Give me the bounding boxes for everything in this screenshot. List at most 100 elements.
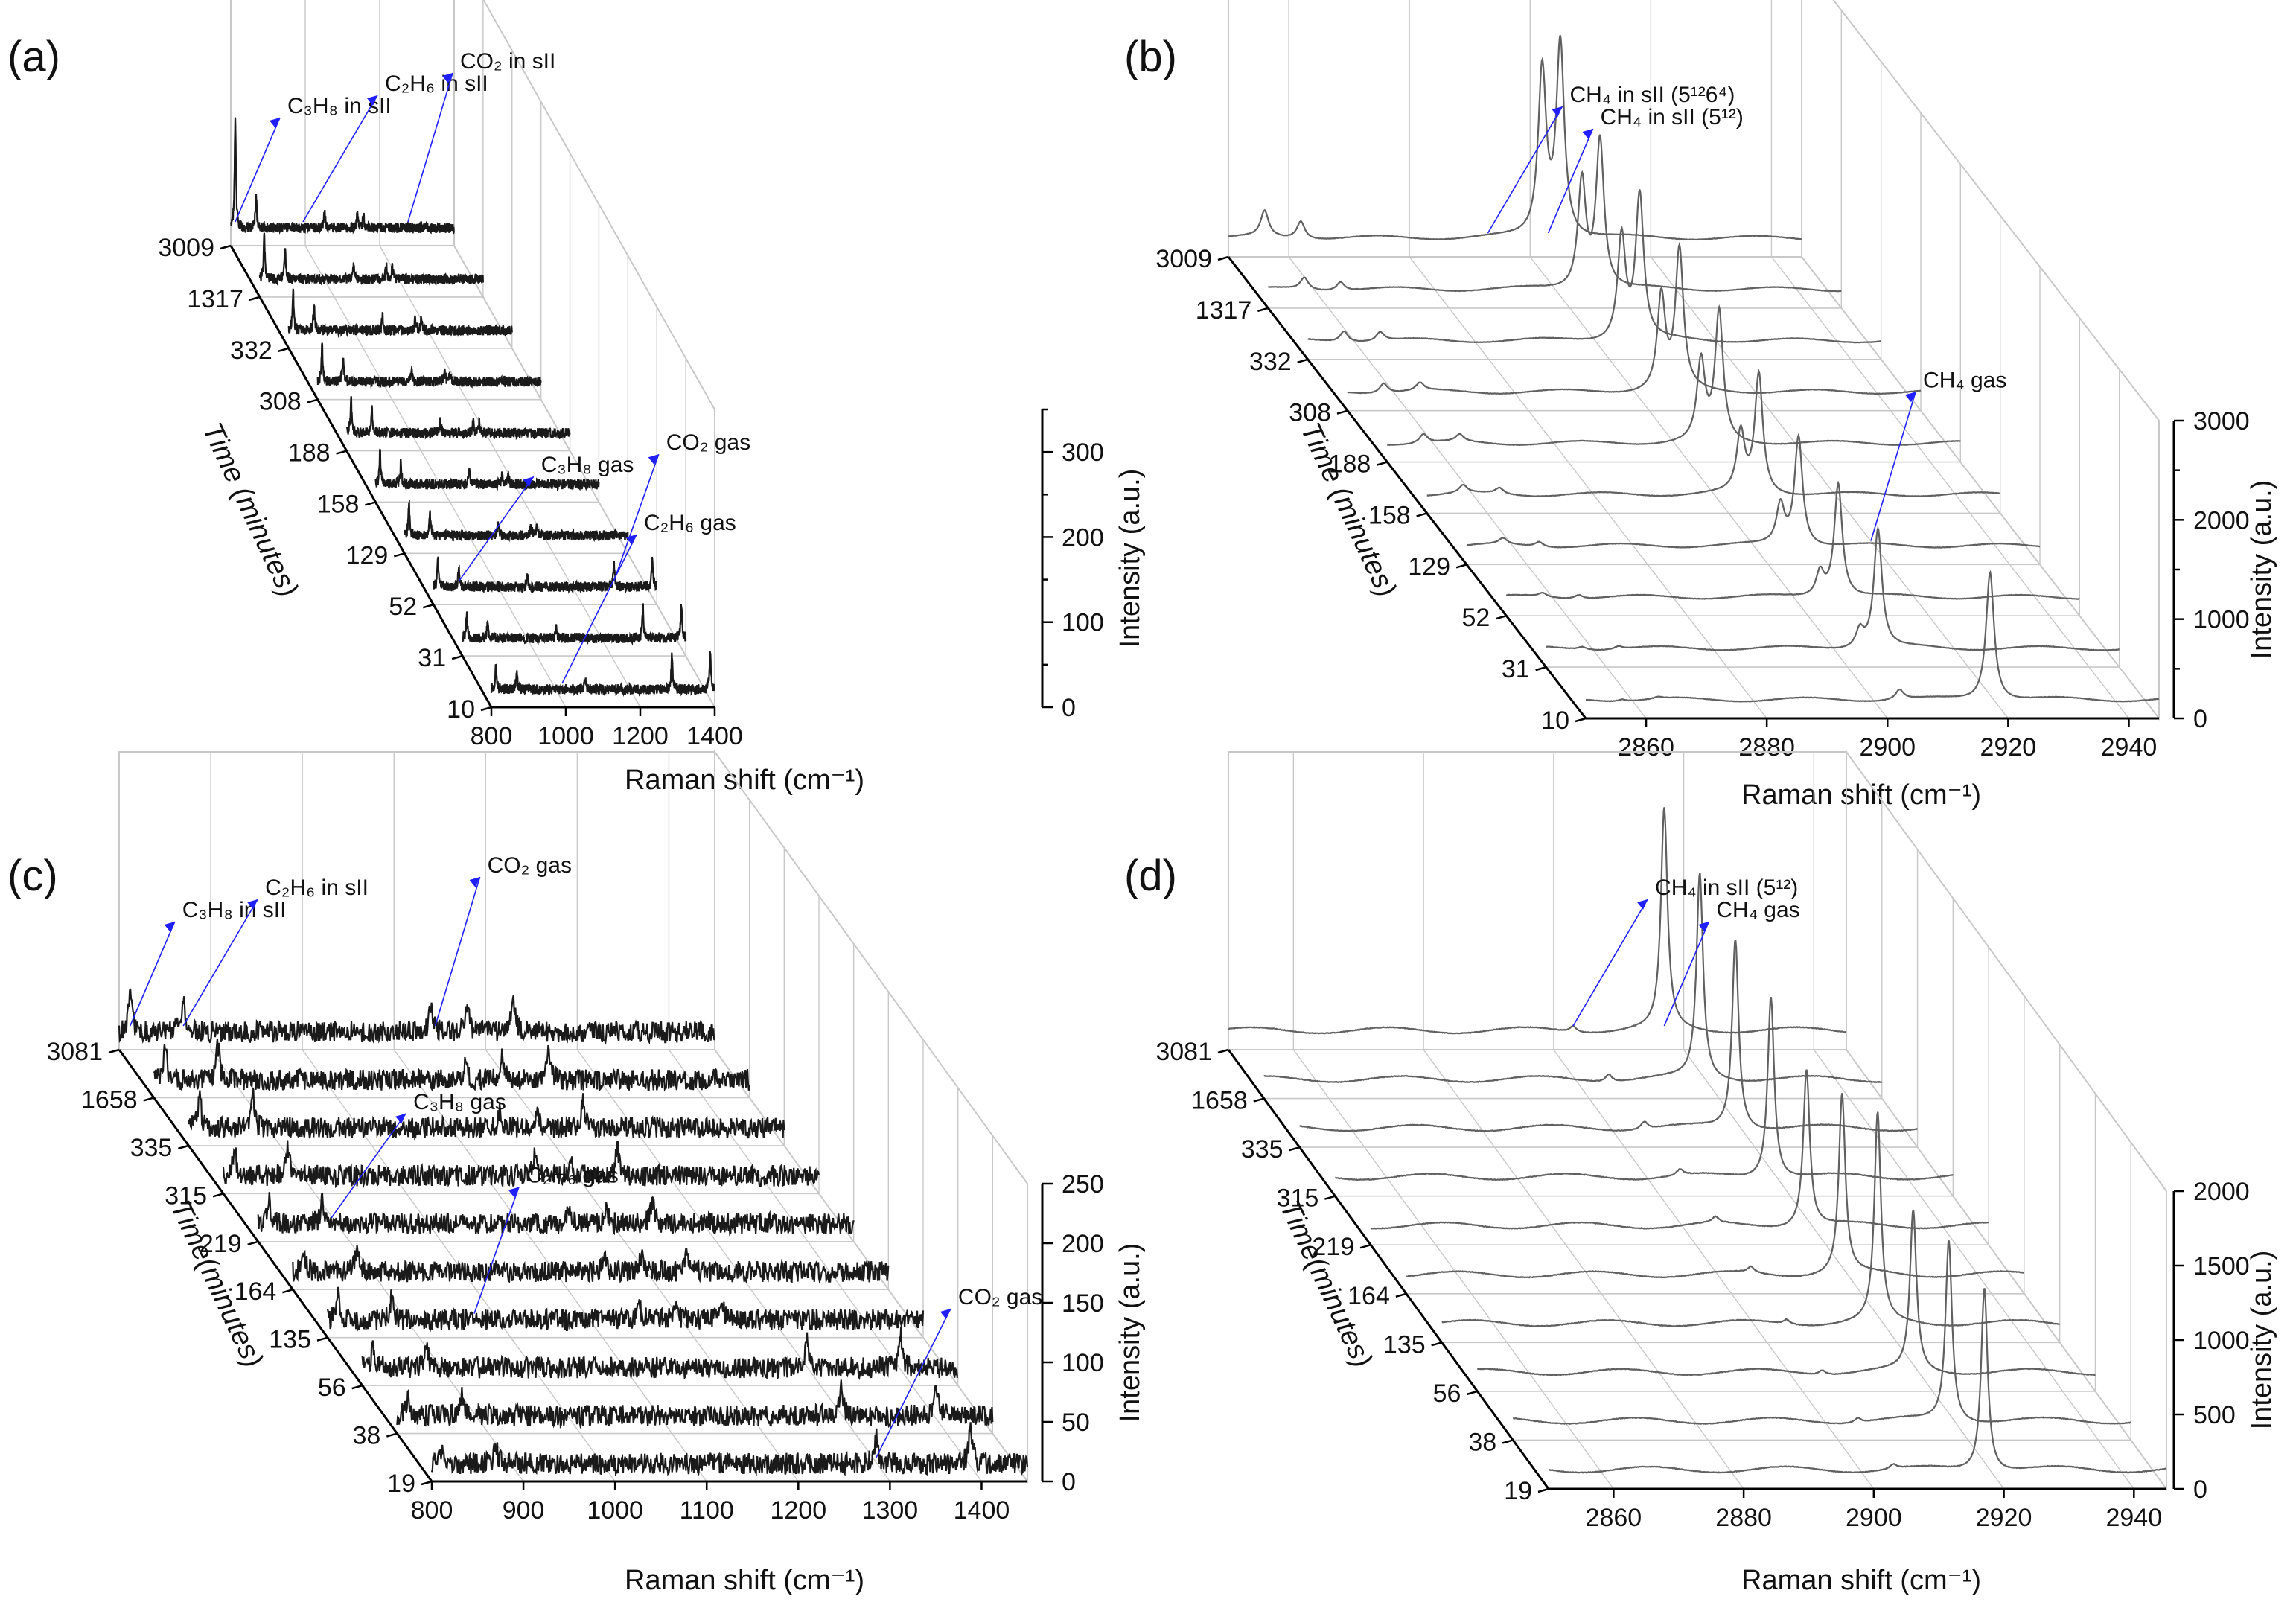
panel-d: 2860 2880 2900 2920 2940 3081 1658 335 315 219 164…: [1155, 749, 2277, 1596]
time-tick-label: 10: [447, 695, 475, 724]
x-grid-line: [1650, 256, 2009, 719]
time-tick-mark: [1535, 666, 1547, 671]
spectrum-line-332: [1307, 189, 1881, 344]
annotation-label: CO₂ in sII: [460, 49, 555, 74]
time-tick-label: 308: [259, 388, 302, 416]
x-grid-line: [1292, 1049, 1614, 1490]
spectrum-line-1317: [258, 232, 484, 287]
spectrum-line-31: [462, 603, 687, 646]
spectrum-line-129: [1466, 433, 2040, 549]
x-tick-label: 2920: [1980, 733, 2037, 762]
time-tick-label: 164: [235, 1277, 277, 1306]
x-grid-line: [1553, 1049, 1875, 1490]
annotation-arrowhead: [164, 922, 175, 932]
spectrum-line-219: [257, 1192, 855, 1237]
x-tick-label: 2920: [1976, 1504, 2032, 1532]
annotation-arrowhead: [626, 535, 637, 545]
z-axis-label: Intensity (a.u.): [1114, 1243, 1146, 1423]
time-tick-mark: [307, 398, 319, 403]
spectrum-line-315: [1334, 996, 1954, 1181]
z-tick-label: 1000: [2193, 606, 2250, 634]
time-tick-label: 19: [387, 1470, 415, 1498]
x-tick-label: 800: [411, 1496, 453, 1525]
annotation-arrow: [561, 534, 637, 684]
z-tick-label: 200: [1062, 1230, 1104, 1258]
side-wall: [453, 0, 715, 710]
z-tick-label: 3000: [2193, 407, 2250, 436]
time-tick-label: 135: [269, 1326, 311, 1354]
time-tick-mark: [421, 1480, 433, 1486]
annotation-arrow: [331, 1113, 406, 1219]
annotation-arrowhead: [367, 95, 377, 106]
x-tick-label: 1000: [587, 1496, 643, 1525]
annotation-label: C₂H₆ in sII: [385, 71, 488, 96]
x-axis-label: Raman shift (cm⁻¹): [1741, 779, 1981, 811]
time-tick-mark: [1395, 1292, 1407, 1298]
z-axis-label: Intensity (a.u.): [1114, 469, 1146, 648]
x-grid-line: [1813, 1049, 2134, 1490]
time-tick-label: 335: [130, 1134, 173, 1162]
annotation-arrow: [1547, 128, 1594, 234]
annotation-arrowhead: [247, 899, 258, 910]
spectrum-line-19: [430, 1422, 1029, 1477]
time-tick-mark: [1297, 358, 1309, 363]
time-tick-mark: [451, 654, 463, 660]
annotation-label: CH₄ in sII (5¹²): [1655, 875, 1798, 900]
spectrum-line-188: [345, 396, 571, 440]
x-tick-label: 1200: [770, 1496, 826, 1525]
annotation-arrow: [459, 476, 535, 581]
panel-a: 800 1000 1200 14003009131733230818815812952…: [158, 0, 1146, 796]
time-tick-mark: [1537, 1487, 1549, 1493]
annotation-label: C₃H₈ gas: [413, 1090, 506, 1114]
panel-d-label: (d): [1124, 852, 1177, 900]
x-grid-line: [1770, 256, 2130, 719]
time-tick-mark: [1575, 717, 1587, 723]
spectrum-line-38: [1512, 1240, 2131, 1425]
annotation-arrowhead: [270, 118, 280, 128]
time-tick-label: 308: [1289, 399, 1331, 427]
annotation-arrow: [1487, 106, 1563, 234]
x-tick-label: 2940: [2105, 1504, 2162, 1532]
time-tick-mark: [316, 1336, 328, 1342]
time-tick-mark: [1416, 512, 1428, 517]
time-tick-label: 38: [353, 1422, 381, 1450]
annotation-arrow: [235, 117, 281, 223]
x-grid-line: [453, 245, 715, 708]
time-tick-label: 1658: [81, 1085, 138, 1114]
annotation-label: CO₂ gas: [958, 1285, 1042, 1309]
time-tick-label: 52: [1462, 604, 1490, 632]
z-tick-label: 100: [1062, 1349, 1104, 1377]
annotation-arrow: [434, 876, 481, 1027]
spectrum-line-52: [1505, 480, 2080, 600]
time-tick-mark: [1336, 409, 1348, 415]
time-tick-label: 315: [1277, 1184, 1319, 1213]
time-axis: [1227, 256, 1587, 719]
x-tick-label: 2880: [1738, 733, 1795, 762]
time-tick-label: 158: [1368, 501, 1411, 529]
annotation-arrow: [130, 921, 176, 1027]
time-tick-mark: [1455, 564, 1467, 569]
panel-c-label: (c): [7, 852, 58, 900]
annotation-label: CH₄ gas: [1923, 368, 2006, 392]
spectrum-line-188: [1386, 304, 1961, 447]
time-tick-label: 135: [1383, 1330, 1426, 1359]
spectrum-line-335: [1299, 939, 1918, 1132]
z-tick-label: 0: [1062, 694, 1076, 722]
time-tick-mark: [422, 604, 434, 609]
time-tick-mark: [1217, 1048, 1229, 1054]
z-tick-label: 2000: [2193, 506, 2250, 535]
time-tick-mark: [249, 296, 261, 302]
annotation-label: C₂H₆ gas: [526, 1164, 619, 1188]
z-axis-label: Intensity (a.u.): [2246, 480, 2277, 660]
spectrum-line-56: [1476, 1209, 2096, 1376]
time-tick-mark: [480, 706, 492, 712]
spectrum-line-52: [433, 556, 658, 595]
spectrum-line-332: [287, 288, 513, 339]
time-tick-mark: [1495, 615, 1507, 620]
annotation-label: CO₂ gas: [488, 853, 572, 878]
time-tick-mark: [220, 244, 232, 250]
annotation-arrowhead: [523, 476, 534, 488]
time-tick-mark: [1289, 1146, 1300, 1152]
x-tick-label: 1100: [680, 1496, 734, 1525]
x-tick-label: 2900: [1846, 1504, 1902, 1532]
